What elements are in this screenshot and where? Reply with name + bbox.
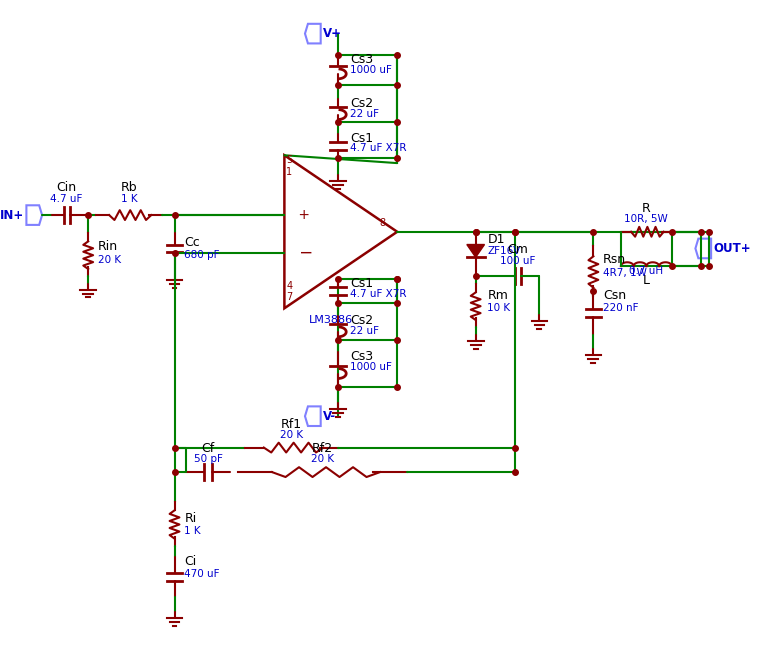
Text: 7: 7 bbox=[286, 293, 293, 302]
Text: Rf2: Rf2 bbox=[312, 443, 333, 455]
Text: 5: 5 bbox=[286, 155, 293, 165]
Text: 1 K: 1 K bbox=[184, 526, 201, 536]
Text: 22 uF: 22 uF bbox=[350, 326, 379, 336]
Text: Rm: Rm bbox=[488, 289, 508, 302]
Text: Rsn: Rsn bbox=[603, 253, 627, 266]
Text: V+: V+ bbox=[323, 27, 342, 40]
Text: 1000 uF: 1000 uF bbox=[350, 362, 392, 372]
Text: 8: 8 bbox=[379, 218, 386, 228]
Text: Cs3: Cs3 bbox=[350, 351, 373, 364]
Text: Csn: Csn bbox=[603, 289, 627, 302]
Text: 470 uF: 470 uF bbox=[184, 569, 220, 579]
Text: 10 K: 10 K bbox=[488, 303, 511, 313]
Text: Cin: Cin bbox=[57, 180, 77, 194]
Text: 680 pF: 680 pF bbox=[184, 250, 220, 260]
Text: Ci: Ci bbox=[184, 556, 197, 568]
Text: Rb: Rb bbox=[121, 180, 137, 194]
Text: 0.7 uH: 0.7 uH bbox=[629, 266, 664, 276]
Text: Cf: Cf bbox=[202, 443, 215, 455]
Text: 1000 uF: 1000 uF bbox=[350, 65, 392, 75]
Text: IN+: IN+ bbox=[0, 209, 25, 222]
Text: Rin: Rin bbox=[98, 240, 118, 253]
Text: Cs1: Cs1 bbox=[350, 132, 373, 145]
Text: L: L bbox=[643, 274, 650, 287]
Text: 220 nF: 220 nF bbox=[603, 303, 639, 313]
Text: Cs2: Cs2 bbox=[350, 314, 373, 327]
Text: Cs3: Cs3 bbox=[350, 53, 373, 67]
Text: 10R, 5W: 10R, 5W bbox=[624, 214, 668, 224]
Text: LM3886: LM3886 bbox=[309, 315, 353, 325]
Text: R: R bbox=[642, 202, 650, 215]
Text: 4: 4 bbox=[286, 280, 293, 291]
Text: 50 pF: 50 pF bbox=[194, 454, 223, 464]
Text: 20 K: 20 K bbox=[98, 255, 121, 266]
Text: +: + bbox=[294, 208, 310, 222]
Text: Cs2: Cs2 bbox=[350, 98, 373, 110]
Text: 4.7 uF X7R: 4.7 uF X7R bbox=[350, 143, 406, 154]
Text: Ri: Ri bbox=[184, 512, 197, 525]
Text: 20 K: 20 K bbox=[311, 454, 334, 464]
Text: 100 uF: 100 uF bbox=[500, 256, 535, 266]
Text: 1 K: 1 K bbox=[121, 194, 137, 204]
Text: Cs1: Cs1 bbox=[350, 277, 373, 290]
Text: Cm: Cm bbox=[508, 244, 528, 256]
Text: Cc: Cc bbox=[184, 236, 200, 249]
Text: V-: V- bbox=[323, 410, 336, 422]
Polygon shape bbox=[467, 245, 485, 257]
Text: 1: 1 bbox=[286, 167, 293, 177]
Text: ZF16V: ZF16V bbox=[488, 246, 521, 256]
Text: OUT+: OUT+ bbox=[713, 242, 750, 255]
Text: 4.7 uF X7R: 4.7 uF X7R bbox=[350, 289, 406, 298]
Text: 4R7, 1W: 4R7, 1W bbox=[603, 268, 647, 278]
Text: Rf1: Rf1 bbox=[281, 418, 303, 431]
Text: −: − bbox=[294, 244, 313, 262]
Text: 20 K: 20 K bbox=[280, 430, 303, 440]
Text: D1: D1 bbox=[488, 233, 505, 246]
Text: 4.7 uF: 4.7 uF bbox=[51, 194, 83, 204]
Text: 22 uF: 22 uF bbox=[350, 109, 379, 119]
